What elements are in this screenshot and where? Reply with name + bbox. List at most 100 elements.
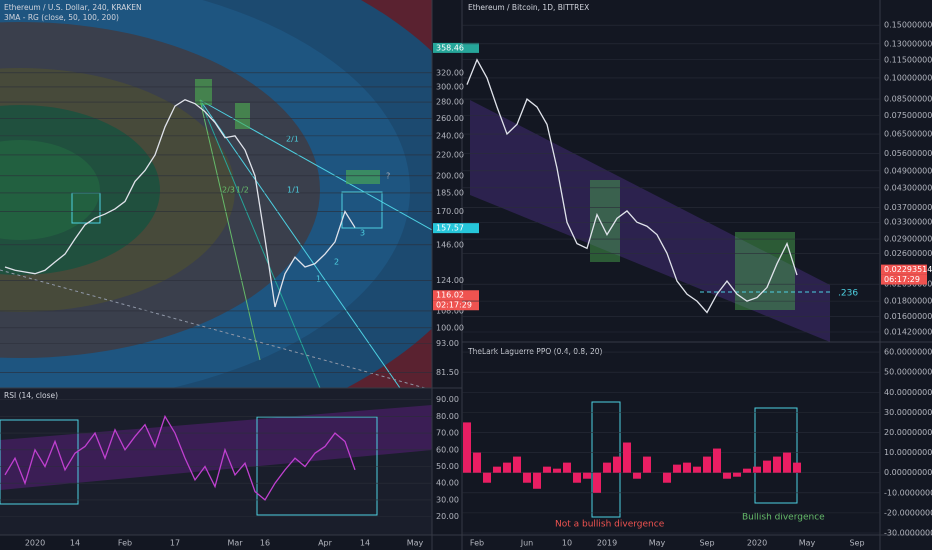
bar [683, 462, 691, 473]
y-tick-label: 0.11500000 [884, 55, 932, 64]
bar [503, 462, 511, 473]
bar [603, 462, 611, 473]
y-tick-label: 80.00 [436, 412, 459, 421]
y-tick-label: 300.00 [436, 82, 464, 91]
annotation: Not a bullish divergence [555, 520, 665, 530]
y-tick-label: 240.00 [436, 131, 464, 140]
x-tick-label: Feb [118, 539, 132, 548]
y-tick-label: 0.08500000 [884, 95, 932, 104]
countdown-label: 06:17:29 [884, 275, 920, 284]
y-tick-label: -30.00000000 [884, 528, 932, 537]
y-tick-label: 0.01600000 [884, 312, 932, 321]
bar [473, 452, 481, 473]
y-tick-label: 30.00000000 [884, 408, 932, 417]
bar [773, 456, 781, 473]
y-tick-label: 0.06500000 [884, 130, 932, 139]
fib-ellipses [0, 0, 432, 388]
y-tick-label: 93.00 [436, 339, 459, 348]
bar [613, 456, 621, 473]
rsi-channel [0, 405, 432, 490]
y-tick-label: 0.05600000 [884, 149, 932, 158]
y-tick-label: 50.00000000 [884, 368, 932, 377]
x-tick-label: Sep [699, 539, 714, 548]
y-tick-label: 50.00 [436, 462, 459, 471]
x-tick-label: Apr [318, 539, 333, 548]
y-tick-label: 70.00 [436, 429, 459, 438]
bar [483, 472, 491, 483]
y-tick-label: 0.02900000 [884, 235, 932, 244]
annotation: 2/1 [286, 135, 299, 144]
price-tag [433, 42, 479, 53]
y-tick-label: 146.00 [436, 240, 464, 249]
bar [633, 472, 641, 479]
y-tick-label: 90.00 [436, 395, 459, 404]
y-tick-label: 40.00000000 [884, 388, 932, 397]
y-tick-label: 0.01420000 [884, 328, 932, 337]
bar [733, 472, 741, 477]
price-channel [470, 100, 830, 342]
y-tick-label: 81.50 [436, 368, 459, 377]
annotation: 2 [334, 258, 339, 267]
x-tick-label: 2020 [25, 539, 45, 548]
y-tick-label: 200.00 [436, 171, 464, 180]
annotation: Bullish divergence [742, 513, 825, 523]
x-tick-label: May [407, 539, 424, 548]
bar [533, 472, 541, 489]
x-tick-label: 14 [360, 539, 370, 548]
y-tick-label: 124.00 [436, 276, 464, 285]
rsi-box [0, 419, 79, 505]
bar [713, 448, 721, 473]
y-tick-label: 108.00 [436, 306, 464, 315]
x-tick-label: 10 [562, 539, 572, 548]
annotation: 1/1 [287, 186, 300, 195]
x-tick-label: 14 [70, 539, 80, 548]
y-tick-label: 0.10000000 [884, 73, 932, 82]
rsi-pane [0, 388, 432, 535]
y-tick-label: 20.00000000 [884, 428, 932, 437]
y-tick-label: 0.00000000 [884, 468, 932, 477]
bar [783, 452, 791, 473]
ppo-box [754, 407, 798, 504]
price-tag-label: 358.46 [436, 43, 464, 52]
bar [793, 462, 801, 473]
y-tick-label: 0.07500000 [884, 111, 932, 120]
countdown-tag [881, 274, 927, 285]
header: 3MA - RG (close, 50, 100, 200) [4, 13, 119, 22]
bar [623, 442, 631, 473]
y-tick-label: 0.01800000 [884, 297, 932, 306]
x-tick-label: 17 [170, 539, 180, 548]
x-tick-label: 2019 [597, 539, 617, 548]
bar [643, 456, 651, 473]
y-tick-label: 60.00000000 [884, 348, 932, 357]
bar [583, 472, 591, 479]
header: TheLark Laguerre PPO (0.4, 0.8, 20) [467, 347, 602, 356]
bar [573, 472, 581, 483]
y-tick-label: 40.00 [436, 479, 459, 488]
y-tick-label: -10.00000000 [884, 488, 932, 497]
y-tick-label: 280.00 [436, 98, 464, 107]
bar [753, 466, 761, 473]
bar [493, 466, 501, 473]
bar [563, 462, 571, 473]
bar [543, 466, 551, 473]
x-tick-label: Mar [227, 539, 243, 548]
y-tick-label: 185.00 [436, 188, 464, 197]
price-tag-label: 0.02293514 [884, 265, 932, 274]
bar [663, 472, 671, 483]
y-tick-label: 20.00 [436, 512, 459, 521]
x-tick-label: Jun [520, 539, 534, 548]
y-tick-label: 260.00 [436, 114, 464, 123]
bar [763, 460, 771, 473]
countdown-tag [433, 300, 479, 311]
y-tick-label: 30.00 [436, 495, 459, 504]
x-tick-label: Sep [849, 539, 864, 548]
y-tick-label: 0.02600000 [884, 249, 932, 258]
series-line [4, 414, 356, 501]
y-tick-label: -20.00000000 [884, 508, 932, 517]
y-tick-label: 0.03700000 [884, 203, 932, 212]
y-tick-label: 100.00 [436, 323, 464, 332]
rsi-box [256, 416, 378, 516]
y-tick-label: 220.00 [436, 150, 464, 159]
x-tick-label: May [649, 539, 666, 548]
